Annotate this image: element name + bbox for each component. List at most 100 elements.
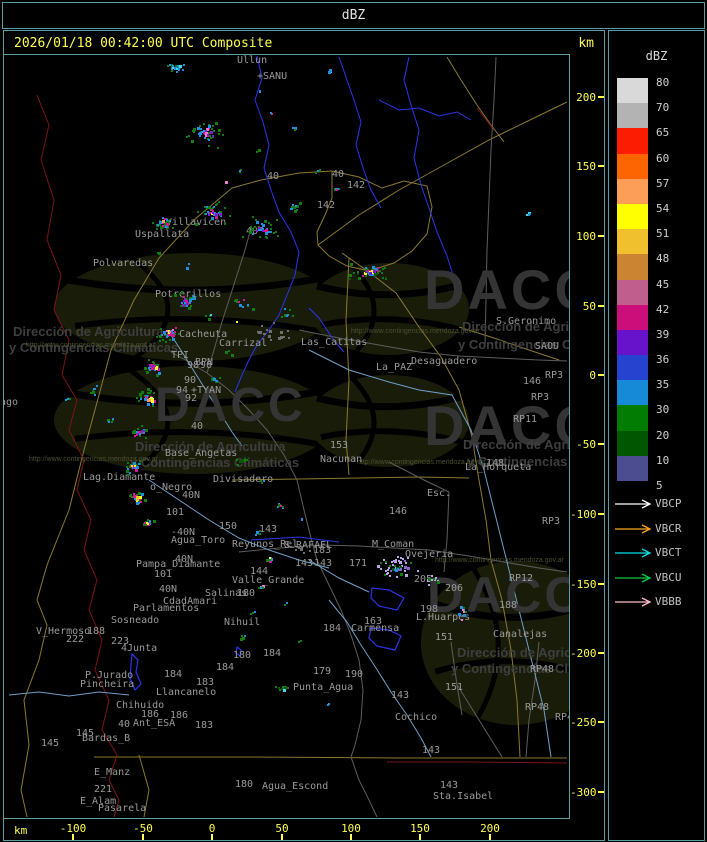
radar-echo-pixel: [143, 430, 145, 432]
radar-echo-pixel: [256, 230, 258, 232]
radar-echo-pixel: [373, 270, 376, 273]
radar-echo-pixel: [394, 565, 396, 567]
map-label: Pincheira: [80, 679, 135, 690]
radar-echo-pixel: [153, 362, 155, 364]
scale-value-label: 5: [656, 479, 663, 493]
watermark-caption: y Contingencias Climáticas: [9, 340, 179, 355]
radar-echo-pixel: [402, 558, 404, 560]
radar-echo-pixel: [133, 495, 136, 498]
radar-echo-pixel: [156, 228, 158, 230]
lake-outline: [370, 587, 405, 611]
scale-value-label: 70: [656, 101, 670, 115]
radar-map[interactable]: DACCDACCDACCDACCDirección de Agricultura…: [4, 54, 570, 819]
x-tick-label: -100: [59, 822, 87, 835]
radar-echo-pixel: [460, 606, 463, 609]
radar-echo-pixel: [278, 504, 281, 507]
radar-echo-pixel: [94, 394, 96, 396]
radar-echo-pixel: [143, 523, 146, 526]
radar-echo-pixel: [150, 390, 152, 392]
radar-echo-pixel: [269, 557, 271, 559]
map-boundary-line: [231, 170, 333, 189]
map-boundary-line: [206, 227, 252, 374]
radar-echo-pixel: [255, 534, 257, 536]
map-label: M_Coman: [372, 539, 415, 550]
map-label: E_Alam: [80, 796, 117, 807]
radar-echo-pixel: [371, 270, 373, 272]
radar-echo-pixel: [149, 523, 151, 525]
radar-echo-pixel: [205, 213, 207, 215]
radar-echo-pixel: [67, 398, 69, 400]
radar-echo-pixel: [259, 91, 261, 93]
map-boundary-line: [20, 187, 233, 818]
radar-echo-pixel: [183, 64, 185, 66]
map-boundary-line: [476, 107, 495, 131]
radar-echo-pixel: [358, 277, 361, 280]
radar-echo-pixel: [148, 367, 150, 369]
scale-color-block: [617, 430, 648, 456]
radar-echo-pixel: [268, 335, 271, 338]
radar-echo-pixel: [273, 322, 275, 324]
radar-echo-pixel: [270, 112, 272, 114]
radar-echo-pixel: [328, 703, 330, 705]
radar-echo-pixel: [186, 298, 188, 300]
radar-echo-pixel: [153, 365, 156, 368]
radar-echo-pixel: [199, 135, 201, 137]
map-label: RP11: [513, 414, 538, 425]
radar-echo-pixel: [219, 213, 222, 216]
map-label: 143: [422, 745, 441, 756]
map-label: Las_Catitas: [301, 337, 368, 348]
radar-echo-pixel: [179, 65, 182, 68]
map-label: 153: [330, 440, 349, 451]
radar-echo-pixel: [152, 222, 154, 224]
radar-echo-pixel: [405, 574, 408, 577]
map-label: Sta.Isabel: [433, 791, 494, 802]
x-tick-label: 200: [480, 822, 500, 835]
radar-echo-pixel: [136, 496, 139, 499]
radar-echo-pixel: [385, 277, 387, 279]
radar-echo-pixel: [140, 398, 142, 400]
radar-echo-pixel: [136, 498, 139, 501]
legend-arrow-icon: [615, 548, 652, 558]
watermark-brand-text: DACC: [155, 379, 306, 432]
scale-value-label: 10: [656, 453, 670, 467]
radar-echo-pixel: [255, 219, 257, 221]
radar-echo-pixel: [127, 468, 129, 470]
radar-echo-pixel: [377, 267, 379, 269]
radar-echo-pixel: [176, 68, 178, 70]
radar-echo-pixel: [287, 314, 289, 316]
radar-echo-pixel: [242, 637, 245, 640]
radar-echo-pixel: [140, 396, 142, 398]
map-label: RP3: [531, 392, 550, 403]
map-label: 223: [111, 636, 130, 647]
radar-echo-pixel: [167, 335, 169, 337]
radar-echo-pixel: [211, 217, 214, 220]
radar-echo-pixel: [178, 67, 180, 69]
x-tick-mark: [419, 834, 421, 840]
map-label: 206: [445, 583, 464, 594]
radar-echo-pixel: [242, 306, 244, 308]
radar-echo-pixel: [276, 219, 278, 221]
radar-echo-pixel: [179, 67, 181, 69]
radar-echo-pixel: [301, 519, 303, 521]
map-label: Bardas_B: [82, 733, 131, 744]
radar-echo-pixel: [210, 131, 213, 134]
radar-echo-pixel: [171, 332, 174, 335]
map-boundary-line: [350, 756, 378, 818]
map-label: 40: [267, 171, 280, 182]
map-label: Valle_Grande: [232, 575, 305, 586]
radar-echo-pixel: [428, 580, 430, 582]
radar-echo-pixel: [319, 169, 321, 171]
x-axis-unit-label: km: [14, 824, 28, 837]
radar-echo-pixel: [216, 203, 218, 205]
y-tick-label: -200: [570, 647, 597, 660]
radar-echo-pixel: [465, 611, 467, 613]
scale-color-block: [617, 128, 648, 154]
radar-echo-pixel: [167, 65, 169, 67]
radar-echo-pixel: [199, 132, 202, 135]
radar-echo-pixel: [284, 604, 286, 606]
radar-echo-pixel: [377, 270, 379, 272]
radar-echo-pixel: [181, 291, 183, 293]
radar-echo-pixel: [152, 365, 154, 367]
y-tick-label: -250: [570, 716, 597, 729]
radar-echo-pixel: [260, 480, 262, 482]
